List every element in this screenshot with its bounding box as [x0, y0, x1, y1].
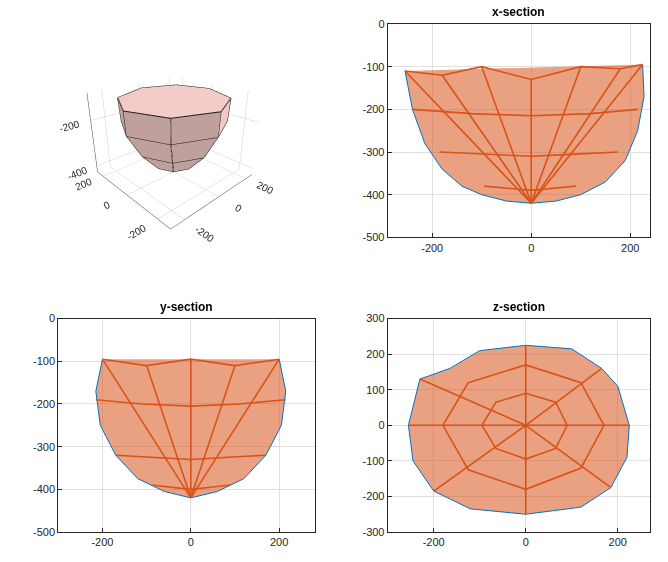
- svg-text:-100: -100: [33, 355, 55, 367]
- svg-text:-400: -400: [33, 483, 55, 495]
- svg-text:-400: -400: [362, 189, 384, 201]
- svg-text:0: 0: [49, 312, 55, 324]
- svg-text:z-section: z-section: [493, 300, 545, 314]
- svg-text:-200: -200: [362, 103, 384, 115]
- svg-text:100: 100: [366, 384, 384, 396]
- svg-text:200: 200: [621, 242, 639, 254]
- svg-text:0: 0: [378, 419, 384, 431]
- svg-text:-300: -300: [362, 146, 384, 158]
- svg-text:200: 200: [609, 536, 627, 548]
- svg-text:-100: -100: [362, 61, 384, 73]
- svg-text:200: 200: [270, 536, 288, 548]
- svg-text:-200: -200: [423, 536, 445, 548]
- svg-text:-200: -200: [421, 242, 443, 254]
- svg-text:-500: -500: [362, 231, 384, 243]
- svg-text:0: 0: [528, 242, 534, 254]
- svg-text:-200: -200: [362, 490, 384, 502]
- svg-text:300: 300: [366, 312, 384, 324]
- svg-text:0: 0: [523, 536, 529, 548]
- svg-text:-300: -300: [362, 526, 384, 538]
- svg-text:-300: -300: [33, 441, 55, 453]
- svg-text:200: 200: [366, 348, 384, 360]
- svg-text:x-section: x-section: [492, 5, 545, 19]
- svg-text:-500: -500: [33, 526, 55, 538]
- svg-text:0: 0: [188, 536, 194, 548]
- svg-text:-100: -100: [362, 455, 384, 467]
- svg-text:-200: -200: [33, 398, 55, 410]
- svg-text:y-section: y-section: [160, 300, 213, 314]
- svg-text:0: 0: [378, 18, 384, 30]
- svg-text:-200: -200: [91, 536, 113, 548]
